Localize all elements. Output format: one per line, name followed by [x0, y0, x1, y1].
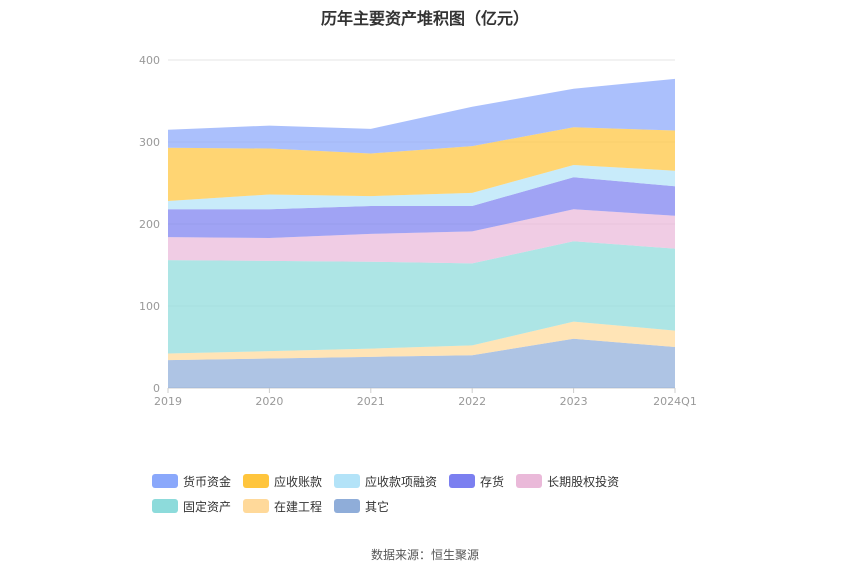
area-在建工程[interactable]: [168, 321, 675, 361]
y-tick-label: 200: [139, 218, 160, 231]
x-tick-label: 2023: [560, 395, 588, 408]
legend-item[interactable]: 其它: [334, 498, 389, 514]
legend-item[interactable]: 货币资金: [152, 473, 231, 489]
legend-swatch: [152, 474, 178, 488]
area-应收款项融资[interactable]: [168, 164, 675, 210]
legend-label: 货币资金: [183, 474, 232, 489]
legend-item[interactable]: 固定资产: [152, 498, 231, 514]
legend-label: 固定资产: [183, 499, 232, 514]
area-货币资金[interactable]: [168, 78, 675, 154]
x-tick-label: 2024Q1: [653, 395, 697, 408]
legend-label: 应收账款: [274, 474, 323, 489]
legend-item[interactable]: 存货: [449, 473, 504, 489]
y-tick-label: 0: [153, 382, 160, 395]
area-series: [168, 78, 675, 388]
legend-swatch: [334, 499, 361, 513]
x-tick-label: 2021: [357, 395, 385, 408]
legend-item[interactable]: 在建工程: [243, 498, 322, 514]
x-tick-label: 2020: [255, 395, 283, 408]
area-长期股权投资[interactable]: [168, 209, 675, 264]
area-应收账款[interactable]: [168, 127, 675, 202]
y-tick-label: 400: [139, 54, 160, 67]
legend-swatch: [243, 499, 270, 513]
area-其它[interactable]: [168, 338, 675, 388]
area-存货[interactable]: [168, 177, 675, 238]
legend-label: 长期股权投资: [547, 474, 620, 489]
legend-swatch: [243, 474, 270, 488]
stacked-area-chart: 0 100 200 300 400 2019 2020 2021 2022 2023 2024Q1: [139, 54, 697, 408]
legend: 货币资金 应收账款 应收款项融资 存货 长期股权投资固定资产 在建工程 其它: [152, 473, 712, 523]
legend-swatch: [152, 499, 178, 513]
legend-label: 其它: [365, 499, 390, 514]
legend-swatch: [334, 474, 361, 488]
area-固定资产[interactable]: [168, 241, 675, 354]
legend-label: 应收款项融资: [365, 474, 438, 489]
legend-label: 存货: [480, 474, 505, 489]
chart-title: 历年主要资产堆积图（亿元）: [320, 9, 529, 28]
legend-swatch: [449, 474, 476, 488]
x-tick-label: 2022: [458, 395, 486, 408]
legend-label: 在建工程: [274, 499, 323, 514]
legend-item[interactable]: 应收款项融资: [334, 473, 437, 489]
legend-swatch: [516, 474, 543, 488]
y-tick-label: 100: [139, 300, 160, 313]
legend-item[interactable]: 长期股权投资: [516, 473, 619, 489]
data-source: 数据来源：恒生聚源: [370, 548, 479, 562]
axes: 0 100 200 300 400 2019 2020 2021 2022 2023 2024Q1: [139, 54, 697, 408]
y-tick-label: 300: [139, 136, 160, 149]
x-tick-label: 2019: [154, 395, 182, 408]
legend-item[interactable]: 应收账款: [243, 473, 322, 489]
